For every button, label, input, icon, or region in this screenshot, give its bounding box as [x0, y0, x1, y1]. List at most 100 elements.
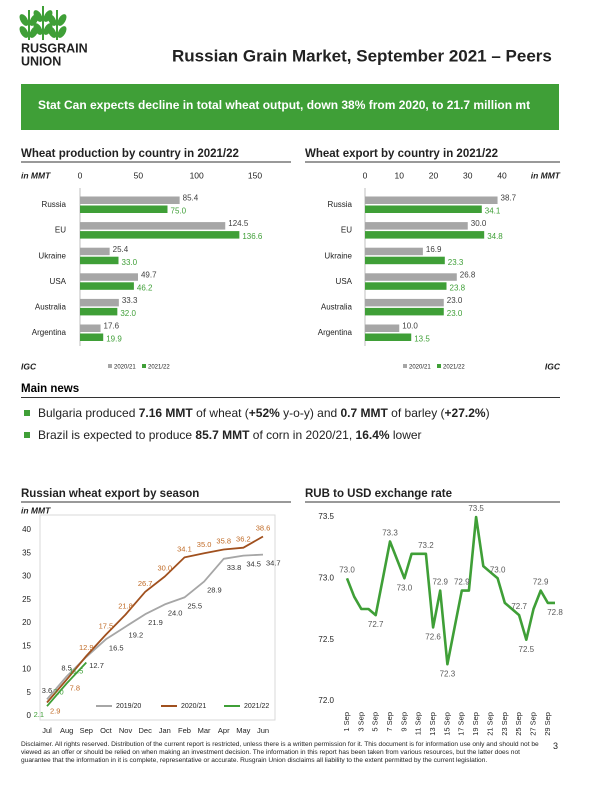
line: [46, 535, 264, 704]
data-label: 12.9: [79, 643, 94, 652]
bar: [80, 256, 119, 265]
data-label: 36.2: [236, 535, 251, 544]
bar: [80, 307, 118, 316]
data-label: 7.8: [70, 684, 80, 693]
data-label: 33.0: [122, 258, 138, 267]
data-label: 34.1: [485, 207, 501, 216]
data-label: 124.5: [228, 219, 249, 228]
x-tick-label: 30: [463, 170, 473, 180]
page-title: Russian Grain Market, September 2021 – P…: [172, 46, 552, 65]
y-tick-label: 30: [22, 572, 31, 581]
x-tick-label: 5 Sep: [371, 712, 380, 732]
news-text: 85.7 MMT: [195, 428, 250, 442]
legend-label: 2020/21: [114, 365, 136, 371]
news-text: y-o-y) and: [279, 406, 341, 420]
bullet: [24, 409, 30, 416]
x-tick-label: 21 Sep: [485, 712, 494, 736]
y-tick-label: 0: [27, 711, 32, 720]
x-tick-label: Jul: [42, 726, 52, 735]
category-label: USA: [336, 277, 353, 286]
bar: [365, 324, 400, 332]
data-label: 21.8: [118, 602, 133, 611]
news-text: 7.16 MMT: [138, 406, 193, 420]
data-label: 19.9: [106, 335, 122, 344]
category-label: Australia: [321, 303, 353, 312]
data-label: 46.2: [137, 283, 153, 292]
data-label: 34.1: [177, 544, 192, 553]
data-label: 85.4: [183, 194, 199, 203]
data-label: 23.0: [447, 309, 463, 318]
bar: [80, 205, 168, 213]
data-label: 16.5: [109, 643, 124, 652]
x-tick-label: 13 Sep: [428, 712, 437, 736]
x-tick-label: 23 Sep: [500, 712, 509, 736]
data-label: 12.7: [89, 661, 104, 670]
x-tick-label: 11 Sep: [414, 712, 423, 735]
bullet: [24, 431, 30, 438]
bar: [80, 196, 180, 204]
bar: [365, 282, 447, 290]
x-tick-label: May: [236, 726, 250, 735]
axis-label: in MMT: [21, 170, 51, 180]
x-tick-label: 19 Sep: [471, 712, 480, 736]
data-label: 30.0: [471, 219, 487, 228]
y-tick-label: 5: [27, 688, 32, 697]
x-tick-label: 9 Sep: [399, 712, 408, 732]
x-tick-label: 25 Sep: [514, 712, 523, 736]
data-label: 26.8: [460, 270, 476, 279]
category-label: Russia: [42, 200, 67, 209]
data-label: 73.5: [468, 504, 484, 513]
x-tick-label: 1 Sep: [342, 712, 351, 732]
data-label: 49.7: [141, 270, 157, 279]
data-label: 19.2: [129, 631, 144, 640]
chart-title: Wheat export by country in 2021/22: [305, 148, 498, 160]
data-label: 72.9: [432, 578, 448, 587]
bar: [365, 298, 444, 307]
legend-swatch: [108, 364, 112, 368]
bar: [80, 273, 138, 281]
x-tick-label: Aug: [60, 726, 73, 735]
data-label: 34.7: [266, 559, 281, 568]
data-label: 25.5: [187, 601, 202, 610]
data-label: 34.5: [246, 560, 261, 569]
x-tick-label: Feb: [178, 726, 191, 735]
news-text: Brazil is expected to produce: [38, 428, 196, 442]
bar: [365, 256, 445, 265]
x-tick-label: 150: [248, 170, 262, 180]
y-tick-label: 20: [22, 618, 31, 627]
legend-label: 2021/22: [148, 365, 170, 371]
data-label: 73.0: [490, 565, 506, 574]
category-label: Ukraine: [324, 251, 352, 260]
news-item: Bulgaria produced 7.16 MMT of wheat (+52…: [24, 406, 490, 420]
logo-text: UNION: [21, 54, 61, 68]
x-tick-label: Sep: [80, 726, 93, 735]
source-label: IGC: [545, 361, 561, 371]
bar: [365, 307, 444, 316]
x-tick-label: 27 Sep: [528, 712, 537, 736]
data-label: 33.8: [227, 563, 242, 572]
category-label: Argentina: [32, 328, 67, 337]
data-label: 32.0: [120, 309, 136, 318]
x-tick-label: 20: [429, 170, 439, 180]
legend-swatch: [437, 364, 441, 368]
logo-text: RUSGRAIN: [21, 41, 88, 55]
data-label: 16.9: [426, 245, 442, 254]
logo-icon: [19, 6, 67, 40]
x-tick-label: 3 Sep: [356, 712, 365, 732]
news-text: of corn in 2020/21,: [249, 428, 356, 442]
news-text: Bulgaria produced: [38, 406, 139, 420]
news-text: ): [485, 406, 490, 420]
news-item: Brazil is expected to produce 85.7 MMT o…: [24, 428, 422, 442]
news-text: lower: [389, 428, 422, 442]
y-tick-label: 72.5: [318, 635, 334, 644]
data-label: 73.3: [382, 529, 398, 538]
data-label: 38.7: [501, 194, 517, 203]
data-label: 72.8: [547, 608, 563, 617]
news-text: of barley (: [387, 406, 445, 420]
data-label: 73.2: [418, 541, 434, 550]
legend-label: 2021/22: [443, 365, 465, 371]
bar: [365, 273, 457, 281]
banner-text: Stat Can expects decline in total wheat …: [38, 98, 530, 112]
x-tick-label: Nov: [119, 726, 133, 735]
x-tick-label: 17 Sep: [457, 712, 466, 736]
